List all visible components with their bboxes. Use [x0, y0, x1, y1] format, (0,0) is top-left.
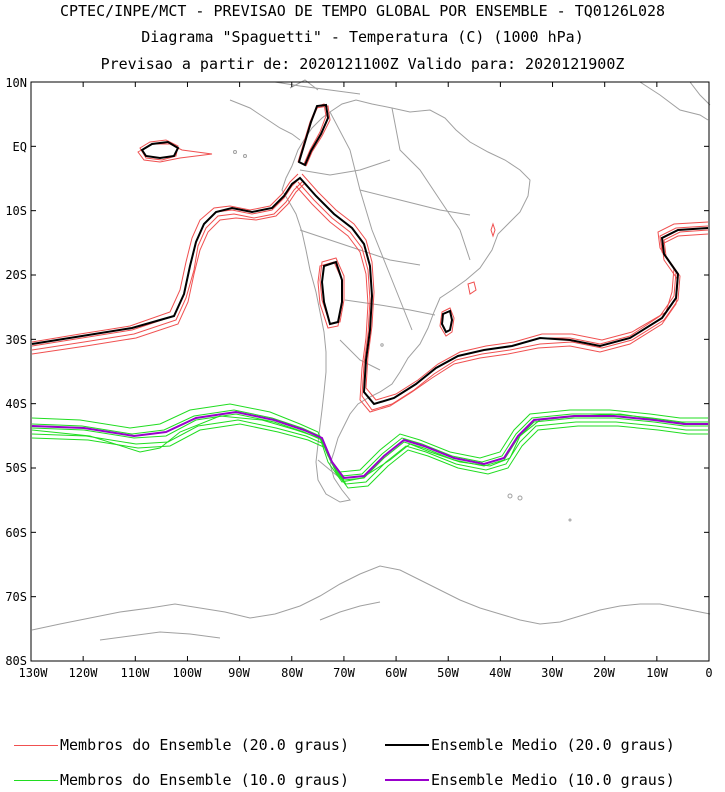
- lat-label: 80S: [5, 654, 27, 668]
- lat-label: 20S: [5, 268, 27, 282]
- mean20-closed-contour: [440, 309, 454, 334]
- lon-label: 120W: [69, 666, 99, 680]
- member10-line: [31, 419, 708, 485]
- member20-line: [301, 173, 709, 401]
- member20-line: [297, 181, 709, 411]
- legend-swatch-member20: [14, 744, 58, 746]
- lon-label: 0: [705, 666, 712, 680]
- antarctica-coast: [31, 565, 711, 631]
- member20-closed-contour: [467, 281, 477, 295]
- legend-swatch-mean20: [385, 744, 429, 746]
- tick-layer: [30, 81, 710, 662]
- lat-label: 40S: [5, 397, 27, 411]
- legend-label-mean20: Ensemble Medio (20.0 graus): [431, 736, 675, 754]
- lat-label: 70S: [5, 590, 27, 604]
- lon-label: 30W: [541, 666, 563, 680]
- lon-label: 80W: [281, 666, 303, 680]
- member20-line: [295, 185, 709, 413]
- mean20-line: [31, 176, 709, 406]
- legend-swatch-mean10: [385, 779, 429, 781]
- lat-label: 30S: [5, 333, 27, 347]
- member20-closed-contour: [490, 222, 496, 238]
- member10-line: [31, 413, 708, 481]
- mean20-line: [297, 103, 330, 167]
- header-line-3: Previsao a partir de: 2020121100Z Valido…: [100, 55, 625, 73]
- mean20-closed-contour: [320, 260, 343, 326]
- member20-line: [299, 177, 709, 405]
- legend-swatch-member10: [14, 779, 58, 781]
- member20-closed-contour: [319, 257, 345, 325]
- lon-label: 10W: [646, 666, 668, 680]
- member20-line: [31, 177, 301, 347]
- member20-closed-contour: [439, 307, 455, 337]
- lat-label: 50S: [5, 461, 27, 475]
- coastline-layer: [31, 79, 711, 641]
- member20-line: [31, 183, 305, 355]
- lon-labels: 130W 120W 110W 100W 90W 80W 70W 60W 50W …: [19, 666, 713, 680]
- legend-item-member20: Membros do Ensemble (20.0 graus): [14, 736, 349, 754]
- member10-line: [31, 403, 708, 473]
- legend-label-member20: Membros do Ensemble (20.0 graus): [60, 736, 349, 754]
- mean10-line: [31, 410, 708, 480]
- legend-item-mean10: Ensemble Medio (10.0 graus): [385, 771, 675, 789]
- member20-line: [299, 103, 327, 165]
- header-line-1: CPTEC/INPE/MCT - PREVISAO DE TEMPO GLOBA…: [59, 2, 666, 20]
- south-america-coast: [281, 99, 531, 503]
- member10-line: [31, 423, 708, 489]
- member20-layer: [31, 103, 709, 413]
- lon-label: 90W: [228, 666, 250, 680]
- lon-label: 110W: [121, 666, 151, 680]
- legend-item-mean20: Ensemble Medio (20.0 graus): [385, 736, 675, 754]
- lon-label: 70W: [333, 666, 355, 680]
- mean10-layer: [31, 410, 708, 480]
- member10-line: [31, 409, 708, 477]
- africa-coast: [639, 81, 709, 121]
- member20-line: [31, 181, 303, 351]
- legend-item-member10: Membros do Ensemble (10.0 graus): [14, 771, 349, 789]
- lat-label: 10N: [5, 76, 27, 90]
- header-line-2: Diagrama "Spaguetti" - Temperatura (C) (…: [141, 28, 584, 46]
- lat-label: 10S: [5, 204, 27, 218]
- lon-label: 130W: [19, 666, 49, 680]
- lat-label: EQ: [13, 140, 27, 154]
- plot-frame: [30, 81, 710, 662]
- lon-label: 20W: [593, 666, 615, 680]
- lat-label: 60S: [5, 526, 27, 540]
- lon-label: 60W: [385, 666, 407, 680]
- member20-closed-contour: [317, 261, 343, 329]
- legend-label-member10: Membros do Ensemble (10.0 graus): [60, 771, 349, 789]
- lat-labels: 10N EQ 10S 20S 30S 40S 50S 60S 70S 80S: [5, 76, 27, 668]
- lon-label: 100W: [173, 666, 203, 680]
- legend-label-mean10: Ensemble Medio (10.0 graus): [431, 771, 675, 789]
- mean20-layer: [31, 103, 709, 406]
- mean20-closed-contour: [140, 140, 180, 160]
- member20-line: [31, 173, 299, 343]
- lon-label: 40W: [489, 666, 511, 680]
- lon-label: 50W: [437, 666, 459, 680]
